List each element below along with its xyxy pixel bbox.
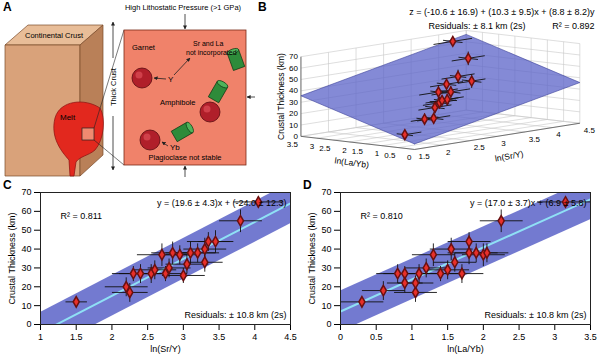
svg-text:60: 60 [21,206,31,216]
svg-text:Continental Crust: Continental Crust [25,31,84,40]
svg-text:Crustal Thickness (km): Crustal Thickness (km) [276,53,286,140]
svg-text:3.5: 3.5 [287,140,299,149]
svg-text:40: 40 [21,244,31,254]
svg-text:30: 30 [321,263,331,273]
svg-text:R² = 0.810: R² = 0.810 [361,211,403,221]
svg-text:40: 40 [289,86,298,95]
svg-text:60: 60 [289,64,298,73]
svg-text:50: 50 [289,75,298,84]
svg-text:20: 20 [289,109,298,118]
svg-text:10: 10 [21,301,31,311]
svg-text:4.5: 4.5 [584,126,596,135]
svg-text:2.5: 2.5 [319,144,331,153]
svg-text:0.5: 0.5 [384,151,396,160]
svg-text:3: 3 [181,332,186,342]
svg-text:ln(La/Yb): ln(La/Yb) [447,344,484,354]
svg-text:Y: Y [168,75,174,84]
svg-text:0: 0 [326,319,331,329]
svg-text:40: 40 [321,244,331,254]
svg-text:0: 0 [407,153,412,162]
svg-text:y = (19.6 ± 4.3)x + (-24.0 ± 1: y = (19.6 ± 4.3)x + (-24.0 ± 12.3) [157,198,286,208]
svg-text:2.5: 2.5 [474,143,486,152]
svg-text:1.5: 1.5 [70,332,83,342]
svg-text:70: 70 [289,52,298,61]
svg-text:ln(Sr/Y): ln(Sr/Y) [494,149,524,164]
svg-text:70: 70 [21,187,31,197]
svg-text:Residuals: ± 8.1 km (2s): Residuals: ± 8.1 km (2s) [429,21,526,31]
svg-text:0: 0 [26,319,31,329]
svg-text:Thick Crust: Thick Crust [109,67,118,106]
svg-text:2.5: 2.5 [513,332,526,342]
svg-text:Residuals: ± 10.8 km (2s): Residuals: ± 10.8 km (2s) [485,310,587,320]
svg-text:R² = 0.811: R² = 0.811 [61,211,103,221]
svg-text:4: 4 [252,332,257,342]
svg-text:3.5: 3.5 [529,135,541,144]
svg-text:1.5: 1.5 [419,152,431,161]
svg-text:y = (17.0 ± 3.7)x + (6.9 ± 5.8: y = (17.0 ± 3.7)x + (6.9 ± 5.8) [470,198,586,208]
svg-text:10: 10 [289,121,298,130]
svg-text:4.5: 4.5 [284,332,297,342]
svg-text:Melt: Melt [60,113,76,122]
svg-text:3: 3 [501,139,506,148]
html-text:C: C [3,178,12,192]
svg-text:2: 2 [342,146,347,155]
svg-text:30: 30 [289,98,298,107]
svg-text:Plagioclase not stable: Plagioclase not stable [149,153,222,162]
svg-text:1: 1 [409,332,414,342]
svg-text:3: 3 [310,142,315,151]
svg-text:not incorporated: not incorporated [186,49,237,57]
svg-text:1: 1 [38,332,43,342]
svg-text:3.5: 3.5 [213,332,226,342]
svg-text:ln(La/Yb): ln(La/Yb) [334,155,370,170]
svg-text:R² = 0.892: R² = 0.892 [552,21,594,31]
html-text:A: A [3,0,12,14]
svg-text:2: 2 [109,332,114,342]
svg-text:2: 2 [481,332,486,342]
svg-text:0: 0 [293,132,298,141]
html-text:D: D [303,178,312,192]
svg-text:Crustal Thickness (km): Crustal Thickness (km) [307,213,317,305]
svg-text:Residuals: ± 10.8 km (2s): Residuals: ± 10.8 km (2s) [185,310,287,320]
svg-text:3.5: 3.5 [584,332,597,342]
svg-text:ln(Sr/Y): ln(Sr/Y) [150,344,181,354]
svg-text:50: 50 [321,225,331,235]
svg-text:1: 1 [375,149,380,158]
svg-text:High Lithostatic Pressure (>1: High Lithostatic Pressure (>1 GPa) [125,3,242,12]
svg-text:Yb: Yb [170,143,180,152]
svg-text:30: 30 [21,263,31,273]
svg-text:Sr and La: Sr and La [193,40,223,47]
svg-text:20: 20 [321,282,331,292]
svg-text:4: 4 [556,130,561,139]
svg-text:Garnet: Garnet [132,43,156,52]
svg-text:2: 2 [446,148,451,157]
svg-text:20: 20 [21,282,31,292]
svg-text:z = (-10.6 ± 16.9) + (10.3 ± 9: z = (-10.6 ± 16.9) + (10.3 ± 9.5)x + (8.… [409,7,595,17]
svg-text:1.5: 1.5 [441,332,454,342]
svg-text:60: 60 [321,206,331,216]
svg-text:3: 3 [552,332,557,342]
html-text:B: B [258,0,267,14]
svg-text:2.5: 2.5 [141,332,154,342]
svg-text:0.5: 0.5 [370,332,383,342]
svg-text:1.5: 1.5 [352,147,364,156]
svg-text:70: 70 [321,187,331,197]
svg-text:Amphibole: Amphibole [160,98,195,107]
svg-text:Crustal Thickness (km): Crustal Thickness (km) [7,213,17,305]
svg-text:0: 0 [338,332,343,342]
svg-text:50: 50 [21,225,31,235]
svg-text:10: 10 [321,301,331,311]
